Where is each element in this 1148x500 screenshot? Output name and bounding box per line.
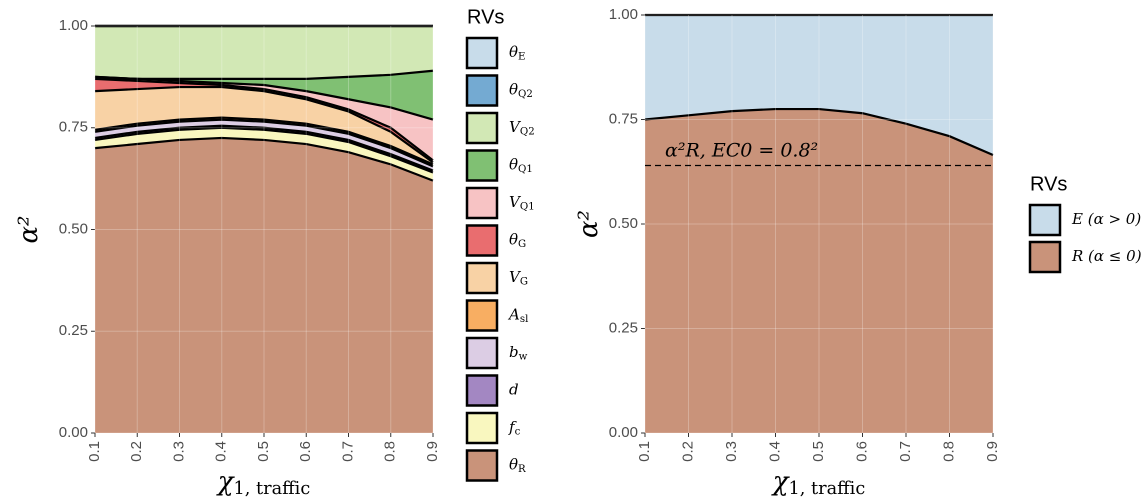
- legend-key: [465, 374, 499, 407]
- y-axis-title: α²: [14, 216, 44, 244]
- legend-label: Asl: [507, 306, 528, 326]
- x-tick-label: 0.5: [255, 441, 272, 462]
- legend-key: [1028, 203, 1062, 237]
- x-tick-label: 0.1: [636, 441, 653, 462]
- y-tick-label: 0.50: [609, 215, 638, 232]
- y-tick-label: 0.75: [609, 110, 638, 127]
- x-axis-title: χ1, traffic: [216, 467, 311, 499]
- area-segment: [645, 15, 993, 156]
- area-segment: [95, 26, 433, 79]
- legend-key: [465, 149, 499, 182]
- legend-key: [465, 411, 499, 445]
- x-tick-label: 0.9: [424, 441, 441, 462]
- y-tick-label: 0.00: [59, 424, 88, 441]
- legend-label: R (α ≤ 0): [1071, 247, 1142, 265]
- x-tick-label: 0.7: [339, 441, 356, 462]
- x-axis-title: χ1, traffic: [771, 467, 866, 499]
- y-tick-label: 1.00: [609, 6, 638, 23]
- legend-label: θR: [509, 456, 526, 476]
- y-tick-label: 0.50: [59, 220, 88, 237]
- reference-label: α²R, EC0 = 0.8²: [665, 139, 818, 161]
- x-tick-label: 0.1: [86, 441, 103, 462]
- legend-label: θQ1: [509, 156, 533, 176]
- legend-label: θQ2: [509, 81, 533, 101]
- legend-title: RVs: [1030, 173, 1067, 195]
- legend-label: E (α > 0): [1071, 210, 1141, 228]
- x-tick-label: 0.6: [297, 441, 314, 462]
- area-boundary: [94, 85, 434, 164]
- x-tick-label: 0.4: [766, 441, 783, 462]
- area-boundary: [644, 107, 994, 157]
- legend-title: RVs: [467, 6, 504, 28]
- area-segment: [95, 137, 433, 434]
- area-boundary: [94, 118, 434, 168]
- area-boundary: [94, 136, 434, 182]
- area-segment: [95, 127, 433, 181]
- legend-key: [465, 186, 499, 220]
- x-tick-label: 0.8: [940, 441, 957, 462]
- legend-key: [465, 336, 499, 370]
- y-tick-label: 0.25: [609, 319, 638, 336]
- x-tick-label: 0.5: [810, 441, 827, 462]
- legend-label: d: [509, 381, 519, 399]
- legend-key: [465, 36, 499, 70]
- x-tick-label: 0.8: [382, 441, 399, 462]
- legend-key: [465, 111, 499, 145]
- area-segment: [95, 87, 433, 165]
- legend-label: θG: [509, 231, 526, 251]
- legend-label: VQ2: [509, 118, 535, 138]
- legend-label: VQ1: [509, 193, 535, 213]
- legend-key: [465, 74, 499, 107]
- legend-key: [465, 224, 499, 257]
- area-segment: [645, 109, 993, 434]
- legend-key: [465, 449, 499, 482]
- area-segment: [95, 78, 433, 163]
- legend-label: θE: [509, 43, 525, 63]
- x-tick-label: 0.4: [213, 441, 230, 462]
- x-tick-label: 0.3: [170, 441, 187, 462]
- area-boundary: [94, 124, 434, 172]
- y-tick-label: 0.00: [609, 424, 638, 441]
- area-boundary: [94, 126, 434, 174]
- x-tick-label: 0.3: [723, 441, 740, 462]
- y-tick-label: 1.00: [59, 17, 88, 34]
- area-segment: [95, 70, 433, 120]
- area-boundary: [94, 116, 434, 166]
- y-axis-title: α²: [574, 210, 604, 238]
- area-boundary: [94, 69, 434, 81]
- x-tick-label: 0.9: [984, 441, 1001, 462]
- legend-label: VG: [509, 268, 528, 288]
- legend-label: fc: [508, 418, 521, 438]
- area-boundary: [94, 77, 434, 162]
- legend-key: [465, 299, 499, 332]
- legend-key: [465, 261, 499, 295]
- y-tick-label: 0.75: [59, 119, 88, 136]
- x-tick-label: 0.2: [679, 441, 696, 462]
- x-tick-label: 0.6: [853, 441, 870, 462]
- y-tick-label: 0.25: [59, 322, 88, 339]
- legend-key: [1028, 240, 1062, 274]
- x-tick-label: 0.7: [897, 441, 914, 462]
- legend-label: bw: [509, 343, 528, 363]
- x-tick-label: 0.2: [128, 441, 145, 462]
